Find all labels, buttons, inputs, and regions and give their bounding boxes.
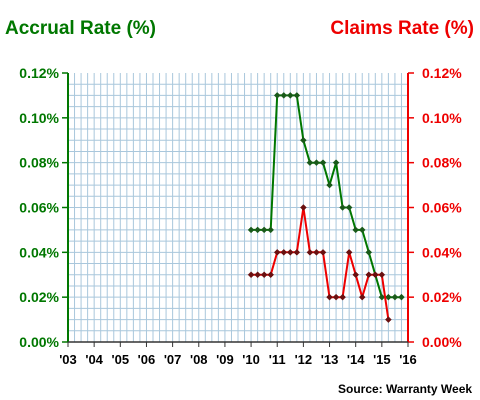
accrual-rate-point bbox=[280, 92, 288, 99]
claims-rate-point bbox=[345, 248, 353, 256]
claims-rate-point bbox=[300, 204, 307, 211]
right-y-tick-label: 0.06% bbox=[422, 200, 462, 216]
left-y-tick-label: 0.10% bbox=[19, 110, 59, 126]
accrual-rate-point bbox=[398, 293, 405, 301]
accrual-rate-point bbox=[391, 293, 399, 301]
claims-rate-point bbox=[280, 248, 288, 256]
grid bbox=[68, 73, 408, 342]
claims-rate-point bbox=[286, 248, 294, 256]
accrual-rate-point bbox=[306, 159, 314, 167]
claims-rate-point bbox=[326, 293, 333, 301]
right-y-tick-label: 0.04% bbox=[422, 244, 462, 260]
x-tick-label: '05 bbox=[112, 352, 130, 367]
x-tick-label: '10 bbox=[242, 352, 260, 367]
x-tick-label: '11 bbox=[269, 352, 286, 367]
x-tick-label: '06 bbox=[138, 352, 156, 367]
accrual-rate-point bbox=[365, 248, 373, 256]
accrual-rate-point bbox=[352, 226, 360, 234]
accrual-rate-point bbox=[326, 181, 333, 189]
claims-rate-point bbox=[352, 271, 360, 279]
left-y-tick-label: 0.04% bbox=[19, 244, 59, 260]
left-axis-title: Accrual Rate (%) bbox=[5, 18, 156, 39]
claims-rate-point bbox=[339, 293, 346, 301]
claims-rate-point bbox=[247, 271, 255, 279]
claims-rate-point bbox=[273, 248, 281, 256]
accrual-rate-point bbox=[345, 204, 353, 211]
right-y-tick-label: 0.10% bbox=[422, 110, 462, 126]
right-y-tick-label: 0.00% bbox=[422, 334, 462, 350]
accrual-rate-point bbox=[247, 226, 255, 234]
left-y-tick-label: 0.08% bbox=[19, 155, 59, 171]
accrual-rate-point bbox=[319, 159, 327, 167]
claims-rate-point bbox=[254, 271, 261, 279]
x-tick-label: '13 bbox=[321, 352, 339, 367]
claims-rate-point bbox=[267, 271, 275, 279]
right-y-tick-label: 0.08% bbox=[422, 155, 462, 171]
claims-rate-point bbox=[378, 271, 386, 279]
accrual-rate-point bbox=[332, 159, 340, 167]
accrual-rate-line bbox=[251, 94, 402, 299]
accrual-rate-point bbox=[293, 92, 301, 99]
accrual-rate-point bbox=[260, 226, 268, 234]
x-tick-label: '04 bbox=[85, 352, 103, 367]
right-y-tick-label: 0.12% bbox=[422, 65, 462, 81]
x-tick-label: '14 bbox=[347, 352, 365, 367]
accrual-rate-point bbox=[358, 226, 366, 234]
accrual-rate-point bbox=[339, 204, 346, 211]
claims-rate-point bbox=[358, 293, 366, 301]
accrual-rate-point bbox=[254, 226, 261, 234]
accrual-rate-point bbox=[385, 293, 392, 301]
right-axis-title: Claims Rate (%) bbox=[330, 18, 474, 39]
left-y-tick-label: 0.00% bbox=[19, 334, 59, 350]
accrual-rate-point bbox=[313, 159, 320, 167]
x-tick-label: '15 bbox=[373, 352, 391, 367]
x-tick-label: '07 bbox=[164, 352, 182, 367]
accrual-rate-point bbox=[273, 92, 281, 99]
series-group bbox=[247, 92, 405, 323]
x-tick-label: '09 bbox=[216, 352, 234, 367]
x-tick-label: '12 bbox=[295, 352, 313, 367]
tick-labels: 0.12% 0.10% 0.08% 0.06% 0.04% 0.02% 0.00% 0.12%… bbox=[19, 65, 462, 367]
claims-rate-point bbox=[313, 248, 320, 256]
accrual-rate-point bbox=[267, 226, 275, 234]
left-y-tick-label: 0.12% bbox=[19, 65, 59, 81]
claims-rate-point bbox=[371, 271, 379, 279]
claims-rate-point bbox=[293, 248, 301, 256]
left-y-tick-label: 0.02% bbox=[19, 289, 59, 305]
x-tick-label: '16 bbox=[399, 352, 417, 367]
claims-rate-point bbox=[306, 248, 314, 256]
claims-rate-point bbox=[319, 248, 327, 256]
claims-rate-point bbox=[332, 293, 340, 301]
accrual-rate-point bbox=[300, 136, 307, 144]
left-y-tick-label: 0.06% bbox=[19, 200, 59, 216]
accrual-rate-point bbox=[286, 92, 294, 99]
x-tick-label: '03 bbox=[59, 352, 77, 367]
accrual-rate-point bbox=[378, 293, 386, 301]
right-y-tick-label: 0.02% bbox=[422, 289, 462, 305]
x-tick-label: '08 bbox=[190, 352, 208, 367]
claims-rate-point bbox=[385, 316, 392, 323]
source-note: Source: Warranty Week bbox=[338, 382, 473, 396]
claims-rate-point bbox=[260, 271, 268, 279]
claims-rate-point bbox=[365, 271, 373, 279]
